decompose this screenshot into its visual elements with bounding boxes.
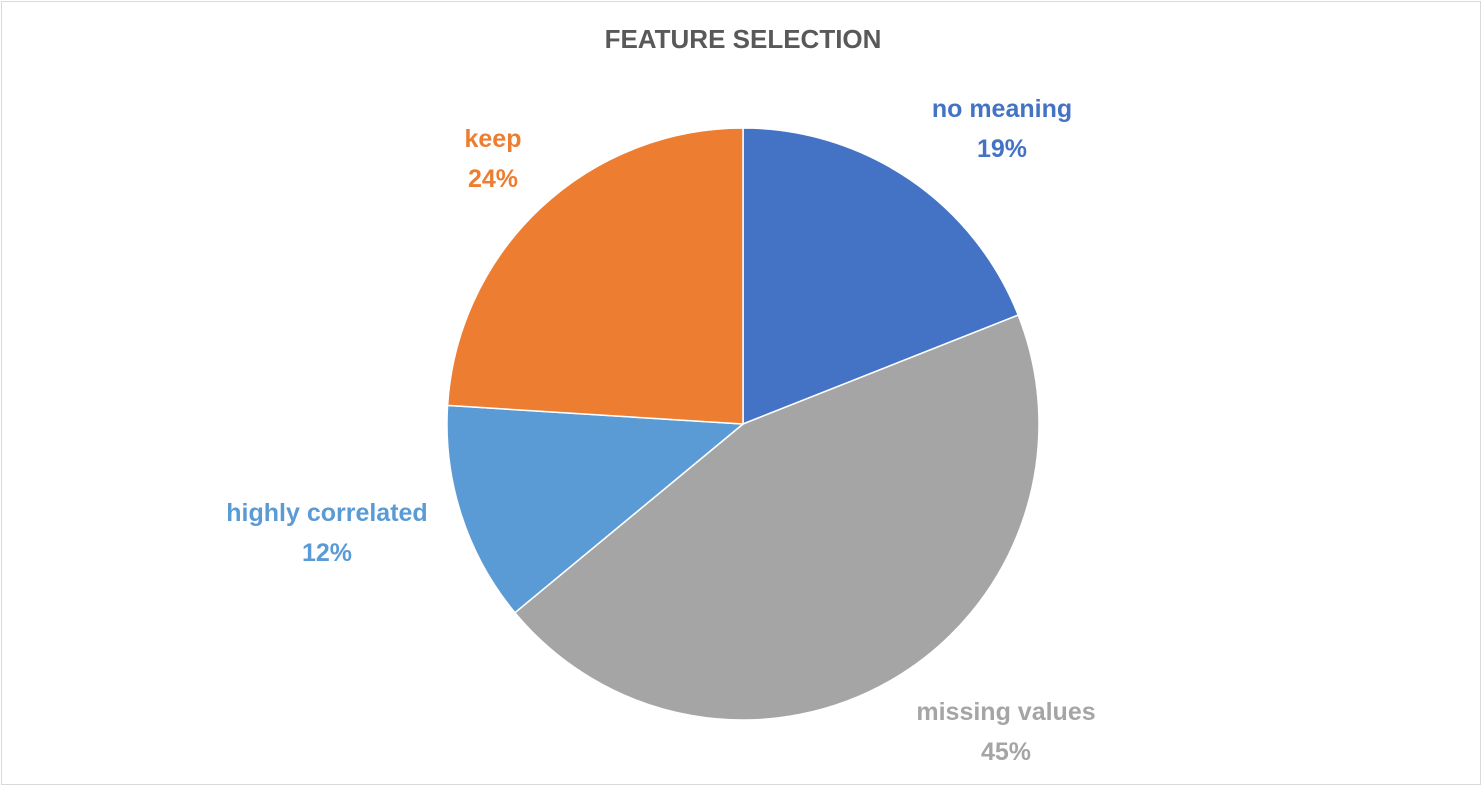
pie-slice-highly-correlated [446, 404, 745, 614]
slice-label-missing-values: missing values [916, 698, 1095, 726]
slice-percent-highly-correlated: 12% [302, 539, 352, 567]
pie-slice-keep [446, 127, 744, 425]
chart-title: FEATURE SELECTION [605, 24, 882, 54]
pie-slice-missing-values [513, 314, 1040, 721]
slice-percent-no-meaning: 19% [977, 135, 1027, 163]
pie-slice-no-meaning [742, 127, 1020, 426]
pie-labels: no meaning 19% missing values 45% highly cor… [226, 95, 1095, 766]
slice-label-no-meaning: no meaning [932, 95, 1072, 123]
slice-label-keep: keep [465, 125, 522, 153]
slice-percent-missing-values: 45% [981, 738, 1031, 766]
slice-label-highly-correlated: highly correlated [226, 499, 427, 527]
pie-slices [446, 127, 1040, 721]
slice-percent-keep: 24% [468, 165, 518, 193]
